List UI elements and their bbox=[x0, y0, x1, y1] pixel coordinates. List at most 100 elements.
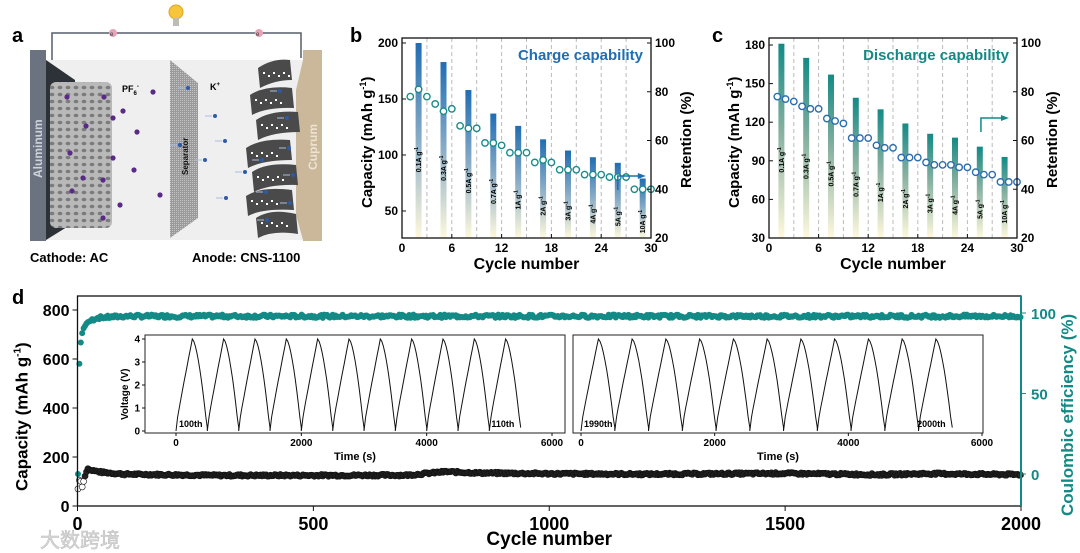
voltage-curve bbox=[175, 337, 522, 432]
retention-point bbox=[831, 117, 840, 125]
sheet-pore bbox=[277, 176, 279, 178]
retention-point bbox=[847, 134, 856, 142]
panel-a-schematic: a e e Aluminum Separator Cuprum PF6- K+ … bbox=[12, 4, 322, 265]
sheet-pore bbox=[267, 176, 269, 178]
anion-label: PF6- bbox=[122, 84, 139, 97]
sheet-pore bbox=[281, 124, 283, 126]
retention-point bbox=[472, 124, 481, 133]
y2-tick-label: 100 bbox=[1021, 36, 1041, 50]
capacity-series bbox=[74, 465, 1024, 493]
ce-point bbox=[79, 330, 86, 337]
sheet-pore bbox=[266, 203, 268, 205]
axis-indicator-arrow bbox=[980, 117, 1003, 132]
k-cation bbox=[213, 114, 217, 118]
k-cation bbox=[288, 201, 292, 205]
y-tick-label: 200 bbox=[378, 36, 398, 50]
light-bulb-icon bbox=[168, 4, 184, 26]
y-tick-label: 800 bbox=[43, 303, 70, 320]
retention-point bbox=[913, 153, 922, 162]
y-tick-label: 30 bbox=[752, 231, 766, 245]
y-axis-label: Capacity (mAh g-1) bbox=[358, 77, 376, 208]
rate-label: 3A g-1 bbox=[564, 201, 573, 221]
capacity-bar bbox=[440, 62, 447, 238]
y-tick-label: 60 bbox=[752, 192, 766, 206]
rate-label: 1A g-1 bbox=[876, 183, 885, 203]
activated-carbon-cathode bbox=[50, 82, 112, 228]
sheet-pore bbox=[261, 200, 263, 202]
sheet-pore bbox=[283, 72, 285, 74]
k-cation bbox=[264, 190, 268, 194]
anode-label: Anode: CNS-1100 bbox=[192, 250, 300, 265]
sheet-pore bbox=[286, 127, 288, 129]
retention-point bbox=[798, 102, 806, 111]
retention-point bbox=[1004, 178, 1013, 186]
y2-tick-label: 20 bbox=[655, 231, 669, 245]
retention-point bbox=[963, 163, 972, 172]
end-cycle-label: 2000th bbox=[917, 419, 946, 429]
x-tick-label: 500 bbox=[298, 514, 328, 534]
gcd-inset-1: 0 2000 4000 6000 Time (s) 100th 110th 0 1 2 3 4 Volt… bbox=[120, 334, 566, 463]
retention-point bbox=[597, 170, 606, 179]
cation-label: K+ bbox=[210, 82, 221, 92]
inset-x-tick-label: 2000 bbox=[704, 438, 727, 449]
y2-tick-label: 60 bbox=[655, 134, 669, 148]
sheet-pore bbox=[256, 203, 258, 205]
rate-label: 2A g-1 bbox=[901, 189, 910, 209]
ions bbox=[64, 86, 295, 222]
y2-axis-label: Coulombic efficiency (%) bbox=[1058, 314, 1077, 516]
inset-x-label: Time (s) bbox=[334, 451, 376, 463]
inset-x-tick-label: 0 bbox=[578, 438, 584, 449]
pf6-anion bbox=[100, 215, 106, 221]
rate-label: 4A g-1 bbox=[951, 195, 960, 215]
x-tick-label: 30 bbox=[1010, 241, 1024, 255]
capacity-bar bbox=[589, 157, 596, 238]
coulombic-efficiency-series bbox=[74, 311, 1024, 477]
pf6-anion bbox=[101, 94, 107, 100]
sheet-pore bbox=[278, 75, 280, 77]
inset-x-tick-label: 6000 bbox=[541, 438, 564, 449]
sheet-pore bbox=[256, 155, 258, 157]
rate-label: 0.1A g-1 bbox=[777, 147, 786, 172]
pf6-anion bbox=[83, 123, 89, 129]
y-tick-label: 180 bbox=[745, 38, 765, 52]
sheet-pore bbox=[266, 155, 268, 157]
pf6-anion bbox=[134, 129, 140, 135]
retention-point bbox=[864, 134, 873, 142]
retention-point bbox=[930, 160, 939, 169]
rate-label: 0.1A g-1 bbox=[414, 147, 423, 172]
sheet-pore bbox=[272, 179, 274, 181]
start-cycle-label: 1990th bbox=[584, 419, 613, 429]
y-tick-label: 0 bbox=[61, 499, 70, 516]
retention-point bbox=[880, 143, 889, 152]
inset-x-tick-label: 4000 bbox=[837, 438, 860, 449]
sheet-pore bbox=[280, 102, 282, 104]
ce-point bbox=[77, 339, 84, 346]
capacity-bar bbox=[976, 146, 983, 238]
retention-point bbox=[789, 97, 798, 106]
x-tick-label: 18 bbox=[545, 241, 559, 255]
pf6-anion bbox=[110, 155, 116, 161]
k-cation bbox=[291, 173, 295, 177]
capacity-bar bbox=[877, 109, 884, 238]
retention-point bbox=[781, 95, 790, 103]
retention-point bbox=[439, 107, 448, 116]
electron-icon-left: e bbox=[109, 29, 117, 38]
k-cation bbox=[287, 146, 291, 150]
x-tick-label: 12 bbox=[495, 241, 509, 255]
retention-point bbox=[431, 100, 440, 108]
rate-label: 0.7A g-1 bbox=[489, 179, 498, 204]
y-tick-label: 120 bbox=[745, 115, 765, 129]
k-cation bbox=[278, 89, 282, 93]
capacity-bar bbox=[1001, 156, 1008, 238]
capacity-bar bbox=[639, 178, 646, 238]
chart-title: Discharge capability bbox=[863, 47, 1010, 64]
k-cation bbox=[265, 218, 269, 222]
sheet-pore bbox=[276, 127, 278, 129]
y-axis-label: Capacity (mAh g-1) bbox=[13, 342, 32, 491]
capacity-bar bbox=[927, 133, 934, 238]
pf6-anion bbox=[157, 192, 163, 198]
retention-point bbox=[806, 104, 815, 113]
y2-tick-label: 0 bbox=[1031, 467, 1039, 484]
graphene-sheet bbox=[246, 139, 292, 168]
watermark: 大数跨境 bbox=[40, 529, 120, 552]
